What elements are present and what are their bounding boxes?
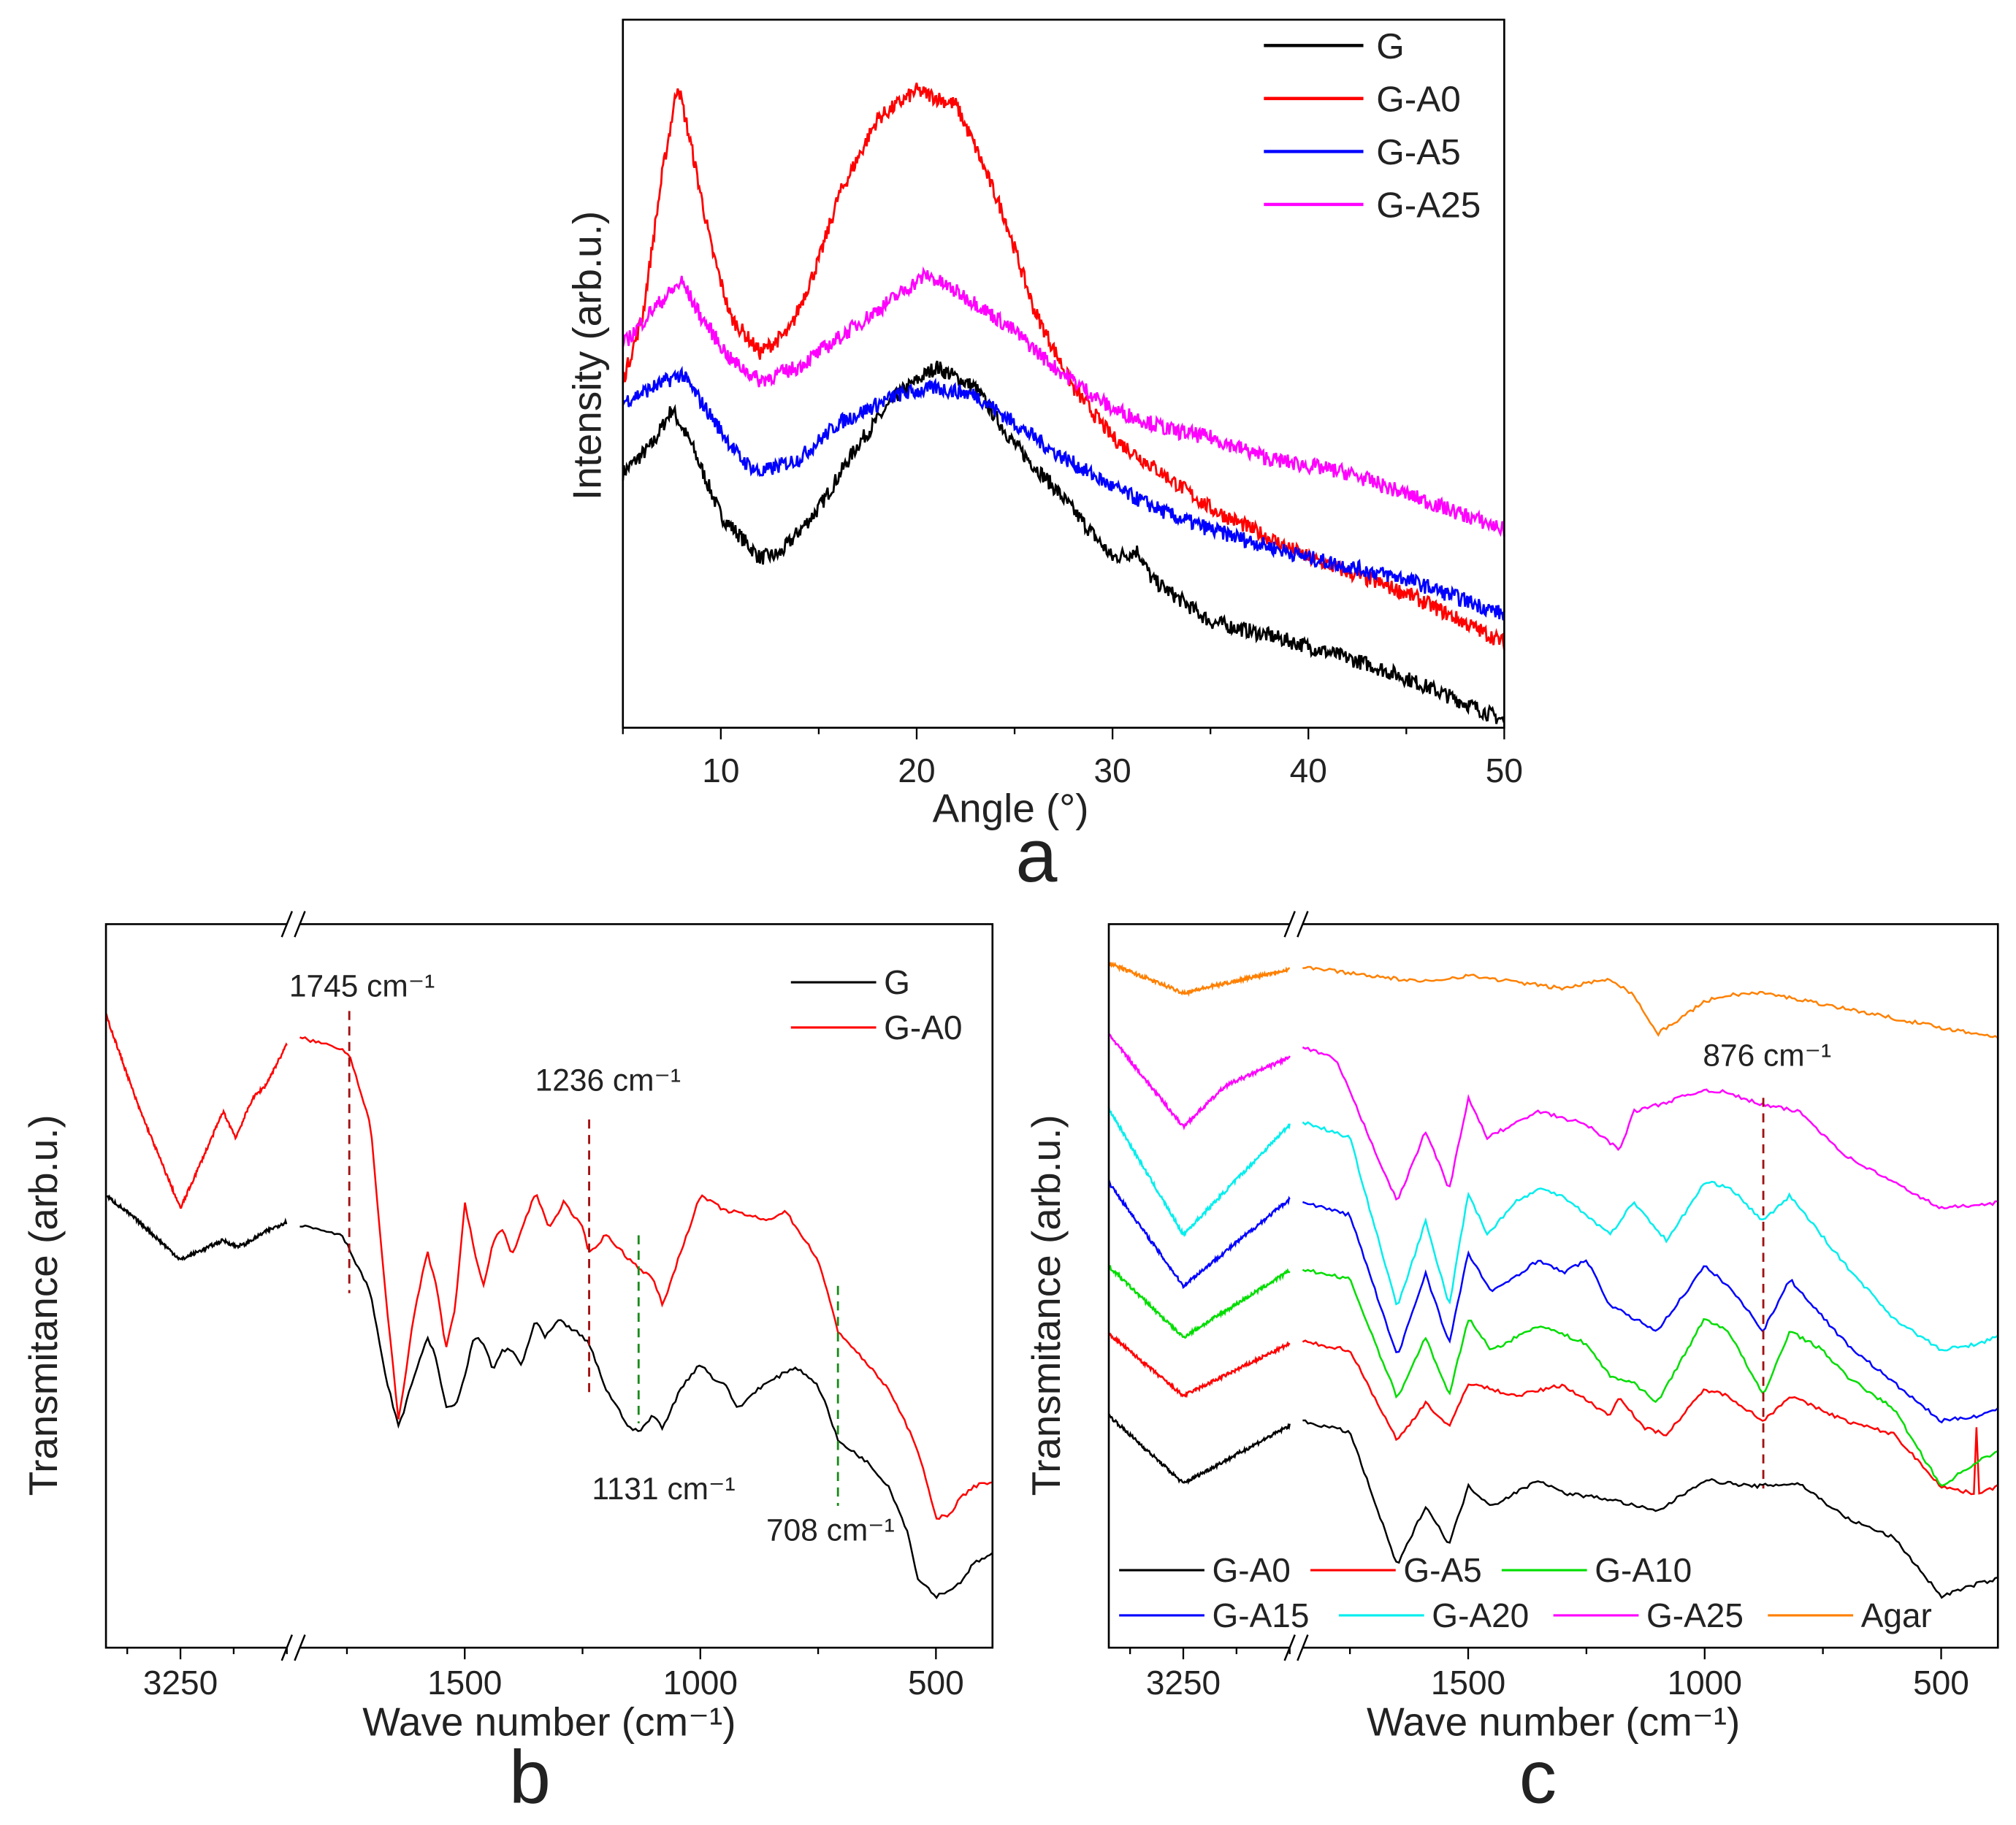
annotation-label: 1745 cm⁻¹ (289, 969, 435, 1003)
annotation-label: 1131 cm⁻¹ (592, 1472, 735, 1506)
annotation-label: 708 cm⁻¹ (766, 1513, 895, 1547)
series-line-g-a5 (622, 365, 1505, 621)
annotation-label: 876 cm⁻¹ (1703, 1038, 1831, 1073)
axis-break-icon (1283, 911, 1309, 938)
series-line-g-a0 (104, 1013, 993, 1520)
series-line-g-a25 (1109, 1033, 1998, 1209)
x-axis-label: Angle (°) (933, 786, 1089, 831)
panel-label-c: c (1519, 1735, 1557, 1819)
series-line-g-a10 (1108, 1265, 1998, 1487)
x-tick-label: 1500 (427, 1664, 502, 1702)
legend-label-g-a15: G-A15 (1213, 1596, 1310, 1634)
x-tick-label: 500 (908, 1664, 964, 1702)
series-line-g-a5 (1107, 1332, 1998, 1496)
x-tick-label: 500 (1913, 1664, 1969, 1702)
legend-label-g-a0: G-A0 (1376, 80, 1461, 120)
series-line-g-a25 (622, 266, 1505, 537)
panel-label-b: b (509, 1735, 551, 1819)
series-line-g (622, 360, 1505, 724)
ftir-chart-panel-b: 1745 cm⁻¹ 1236 cm⁻¹ 1131 cm⁻¹ 708 cm⁻¹ 3250 1… (20, 911, 994, 1745)
x-tick-label: 3250 (1146, 1664, 1221, 1702)
legend-label-g-a10: G-A10 (1595, 1551, 1692, 1589)
xrd-chart-panel-a: G G-A0 G-A5 G-A25 10 20 30 40 50 Angle (°) Intensi… (565, 18, 1523, 831)
legend-label-g-a25: G-A25 (1376, 185, 1481, 226)
plot-frame (622, 18, 1505, 729)
panel-label-a: a (1015, 814, 1058, 898)
y-axis-label: Intensity (arb.u.) (565, 211, 610, 500)
plot-frame (104, 923, 994, 1649)
x-tick-label: 40 (1290, 751, 1327, 789)
legend-label-g-a0: G-A0 (1213, 1551, 1291, 1589)
x-tick-label: 50 (1486, 751, 1523, 789)
x-tick-label: 10 (702, 751, 739, 789)
x-tick-label: 1000 (1668, 1664, 1742, 1702)
x-tick-label: 20 (898, 751, 935, 789)
series-line-agar (1107, 961, 1998, 1039)
series-line-g-a15 (1107, 1179, 1999, 1424)
x-axis-label: Wave number (cm⁻¹) (362, 1699, 736, 1745)
y-axis-label: Transmitance (arb.u.) (20, 1114, 66, 1496)
legend-label-g-a25: G-A25 (1646, 1596, 1744, 1634)
x-axis-label: Wave number (cm⁻¹) (1367, 1699, 1740, 1745)
series-line-g (105, 1194, 993, 1600)
y-axis-label: Transmitance (arb.u.) (1023, 1114, 1069, 1496)
series-line-g-a0 (1108, 1413, 1998, 1599)
legend-label-g: G (1376, 26, 1405, 66)
x-tick-label: 1500 (1431, 1664, 1505, 1702)
plot-frame (1107, 923, 1999, 1649)
legend-label-g-a0: G-A0 (884, 1009, 962, 1047)
x-tick-label: 1000 (663, 1664, 738, 1702)
x-tick-label: 3250 (143, 1664, 218, 1702)
legend-label-g-a20: G-A20 (1432, 1596, 1529, 1634)
axis-break-icon (280, 911, 306, 938)
legend-label-g: G (884, 963, 910, 1001)
ftir-chart-panel-c: 876 cm⁻¹ 3250 1500 1000 500 Wave number (cm⁻¹… (1023, 911, 1999, 1745)
legend-label-g-a5: G-A5 (1403, 1551, 1481, 1589)
series-line-g-a20 (1107, 1106, 1998, 1352)
annotation-label: 1236 cm⁻¹ (535, 1063, 681, 1097)
legend-label-agar: Agar (1861, 1596, 1932, 1634)
legend-label-g-a5: G-A5 (1376, 132, 1461, 172)
x-tick-label: 30 (1094, 751, 1131, 789)
series-line-g-a0 (622, 83, 1505, 651)
